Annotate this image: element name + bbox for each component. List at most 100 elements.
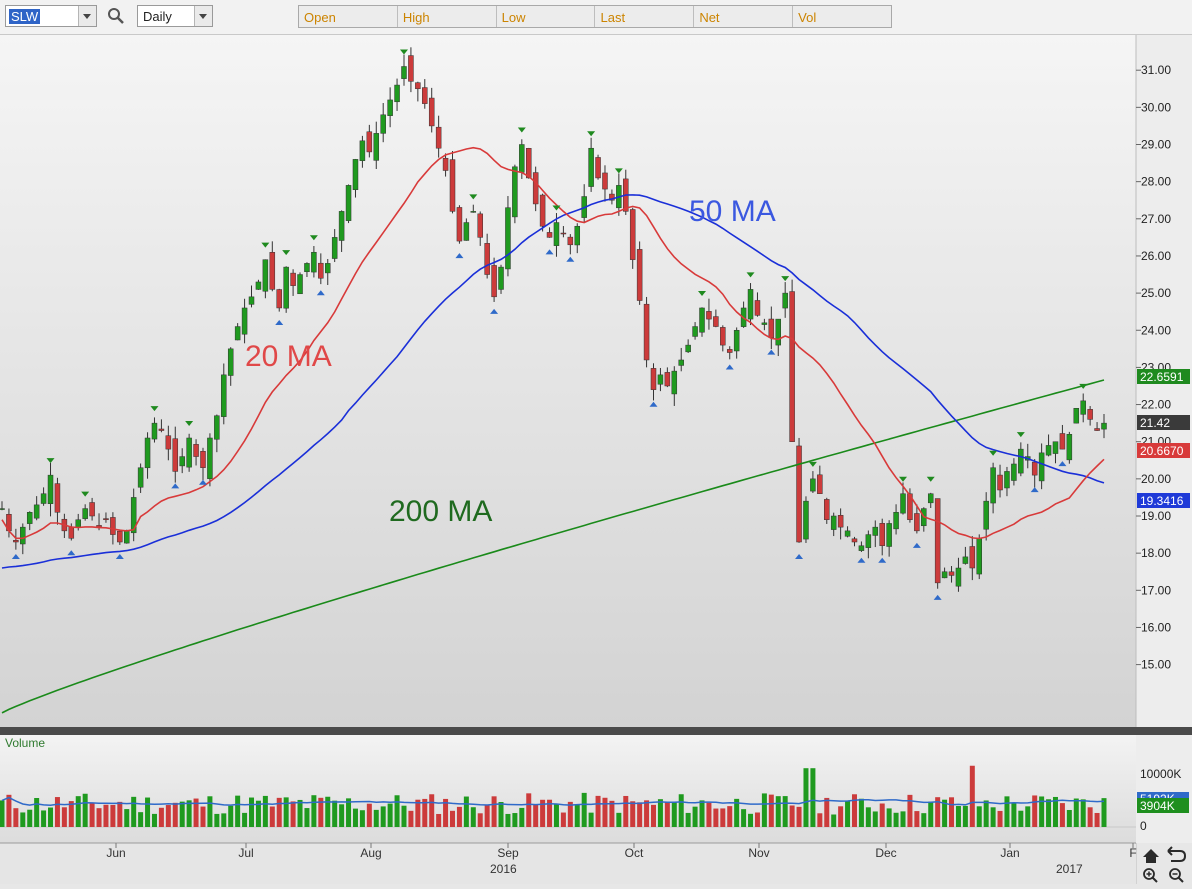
volume-bar [172,802,178,827]
candle [1087,406,1093,426]
volume-bar [692,806,698,827]
volume-bar [775,796,781,827]
volume-bar [68,801,74,827]
candle [512,164,518,224]
swing-high-marker [552,205,561,211]
volume-bar [512,813,518,827]
swing-high-marker [46,458,55,464]
candle-body [636,249,643,301]
volume-bar [761,793,767,827]
zoom-out-icon[interactable] [1169,868,1184,883]
candle-body [491,265,497,298]
ma200-line [1,379,1105,714]
volume-bar [526,793,532,827]
symbol-text[interactable]: SLW [9,9,41,24]
candle [685,339,691,353]
volume-tick-10000k: 10000K [1140,767,1181,781]
search-icon[interactable] [106,6,126,26]
candle [1094,422,1100,431]
volume-bar [831,814,837,827]
candle-body [1059,433,1066,450]
candle-body [297,274,303,295]
candle [706,298,712,330]
volume-bar [34,798,40,827]
volume-bar [754,812,760,827]
candle [103,512,109,523]
volume-bar [75,796,81,827]
candle-body [387,99,393,116]
candle-body [449,159,456,212]
volume-bar [214,813,220,827]
candle-body [248,296,255,305]
price-chart[interactable]: 31.00 30.00 29.00 28.00 27.00 26.00 25.00 24.00… [0,35,1192,884]
candle [158,419,165,433]
volume-bar [671,802,677,827]
volume-bar [699,800,705,827]
candle-body [907,493,913,520]
candle [470,204,477,213]
candle-body [0,508,5,510]
candle [221,363,227,425]
home-icon[interactable] [1143,849,1159,863]
candle [331,229,338,263]
candle [803,496,809,543]
volume-bar [879,803,885,827]
swing-high-marker [282,250,291,256]
month-tick-label: Jan [1000,846,1019,860]
candle [858,541,865,552]
candle-body [934,498,941,584]
price-tick: 27.00 [1141,212,1171,226]
candle-body [463,222,470,241]
volume-bar [623,795,629,827]
candle-body [699,307,705,333]
pane-divider[interactable] [0,727,1192,735]
volume-bar [1080,799,1086,827]
volume-bar [657,799,663,827]
candle-body [1038,452,1045,482]
candle-body [595,157,601,179]
swing-high-marker [517,127,526,133]
period-select[interactable]: Daily [137,5,213,27]
volume-bar [789,805,795,827]
candle-body [40,493,47,504]
candle [463,218,470,241]
date-axis [0,844,1136,884]
volume-bar [768,794,774,827]
swing-low-marker [275,319,284,325]
symbol-dropdown-button[interactable] [78,6,96,26]
volume-bar [650,804,656,827]
candle-body [879,523,885,546]
volume-bar [713,808,719,827]
candle-body [747,289,754,320]
candle [1059,424,1066,450]
candle-body [137,467,144,488]
volume-bar [249,797,255,827]
undo-icon[interactable] [1167,846,1187,862]
period-dropdown-button[interactable] [194,6,212,26]
candle [927,492,934,509]
volume-bar [96,808,102,827]
zoom-in-icon[interactable] [1143,868,1158,883]
volume-bar [110,804,116,827]
candle [144,432,151,479]
candle-body [110,517,116,535]
volume-bar [429,794,435,827]
candle-body [588,147,594,187]
volume-bar [782,796,788,827]
candle-body [304,263,310,273]
ma20-line [1,146,1105,540]
volume-bar [352,808,358,827]
quote-net: Net [694,6,794,27]
candle [990,462,996,514]
swing-high-marker [150,406,159,412]
candle [588,137,594,192]
candle-body [955,567,962,587]
candle-body [609,193,615,201]
symbol-input[interactable]: SLW [5,5,97,27]
volume-bar [505,813,511,827]
candle [408,47,414,93]
volume-bar [727,806,733,827]
volume-bar [1101,798,1107,827]
swing-high-marker [698,290,707,296]
candle [484,233,490,279]
